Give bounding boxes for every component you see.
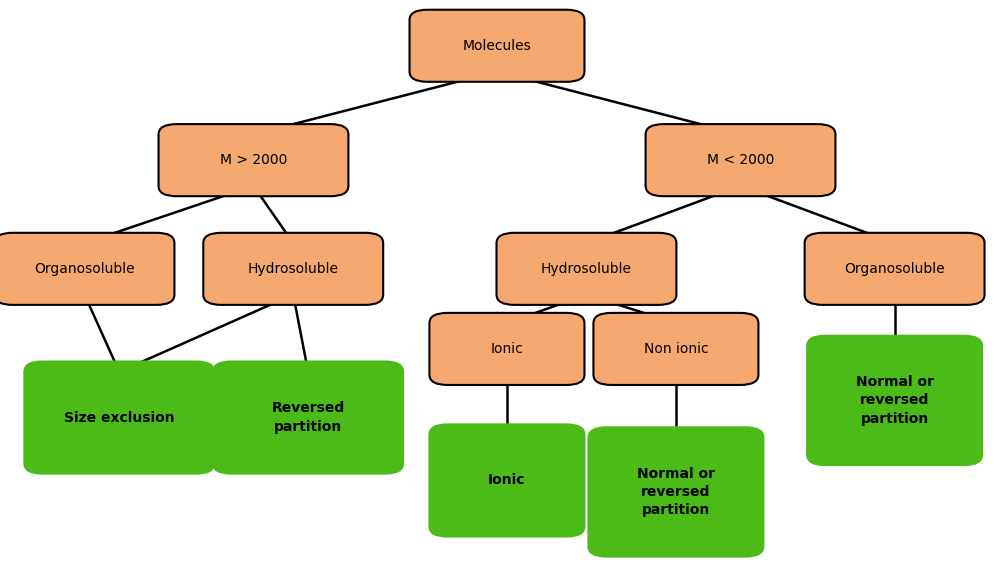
Text: Non ionic: Non ionic [643,342,709,356]
Text: Organosoluble: Organosoluble [844,262,945,276]
FancyBboxPatch shape [593,313,758,385]
FancyBboxPatch shape [646,124,835,196]
FancyBboxPatch shape [159,124,349,196]
Text: Organosoluble: Organosoluble [34,262,135,276]
Text: Hydrosoluble: Hydrosoluble [248,262,339,276]
FancyBboxPatch shape [24,362,215,474]
FancyBboxPatch shape [429,313,584,385]
FancyBboxPatch shape [204,233,384,305]
FancyBboxPatch shape [410,10,584,82]
Text: Normal or
reversed
partition: Normal or reversed partition [637,467,715,517]
Text: Ionic: Ionic [491,342,523,356]
Text: Normal or
reversed
partition: Normal or reversed partition [856,375,933,426]
FancyBboxPatch shape [805,233,984,305]
Text: Hydrosoluble: Hydrosoluble [541,262,632,276]
Text: M < 2000: M < 2000 [707,153,774,167]
FancyBboxPatch shape [429,424,584,537]
FancyBboxPatch shape [588,427,763,557]
FancyBboxPatch shape [496,233,676,305]
FancyBboxPatch shape [807,336,982,465]
Text: Ionic: Ionic [488,474,526,487]
Text: M > 2000: M > 2000 [220,153,287,167]
FancyBboxPatch shape [214,362,404,474]
FancyBboxPatch shape [0,233,175,305]
Text: Molecules: Molecules [462,39,532,53]
Text: Reversed
partition: Reversed partition [271,402,345,434]
Text: Size exclusion: Size exclusion [64,411,175,424]
